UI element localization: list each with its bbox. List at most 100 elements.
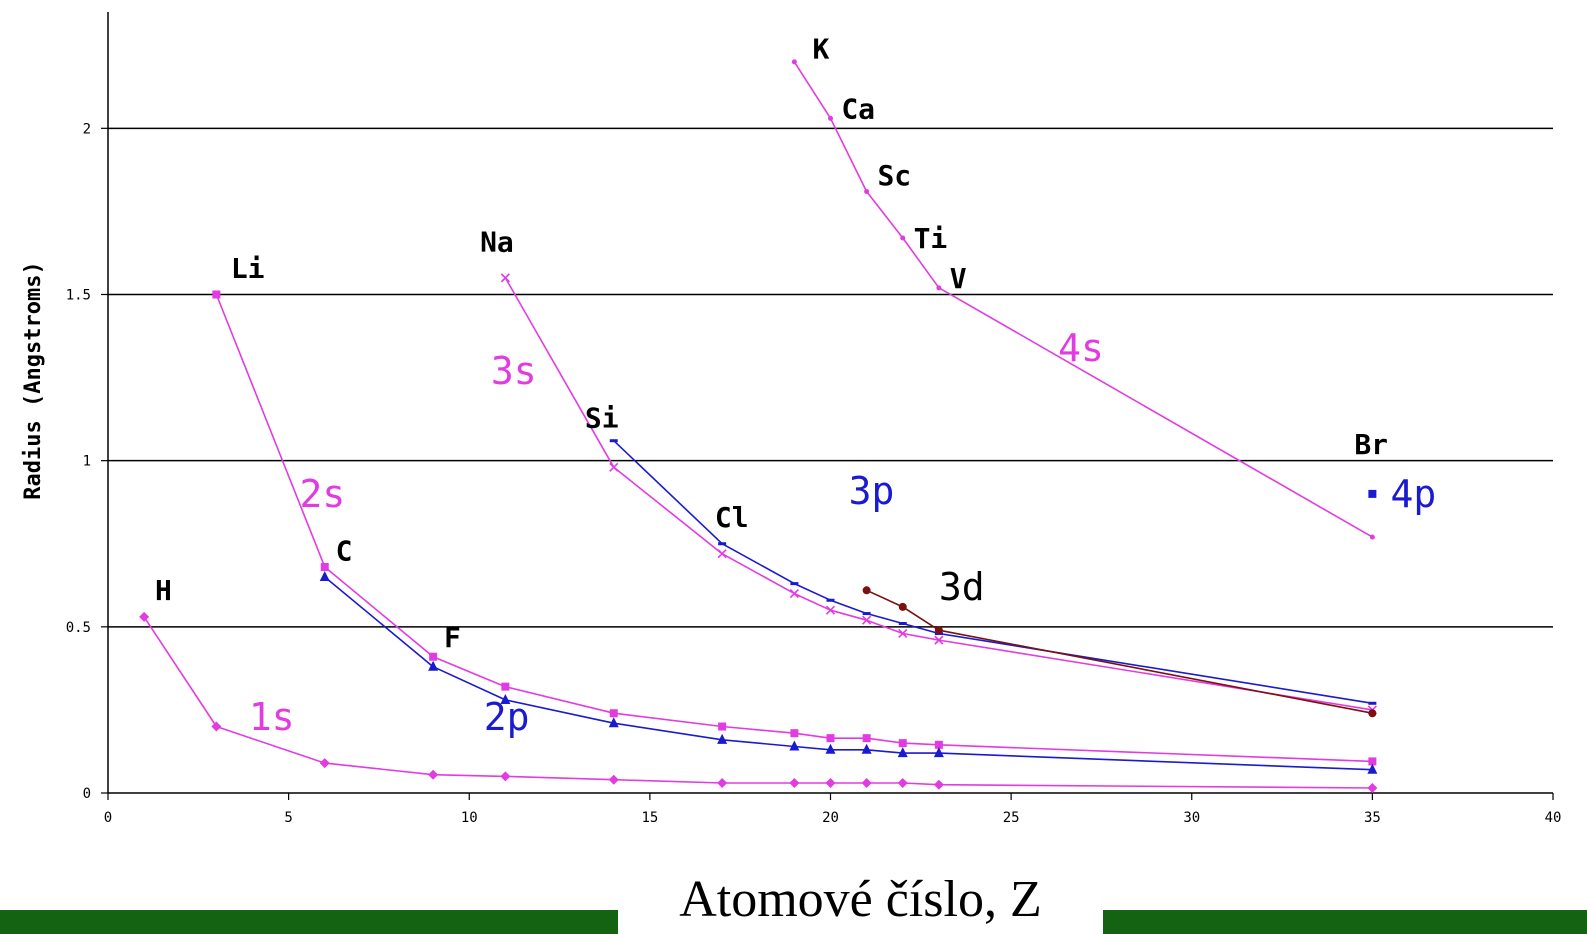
x-tick-label: 15 [641,810,658,826]
element-label: K [812,33,829,66]
data-point [717,733,728,744]
data-point [500,273,510,283]
orbital-label: 3d [939,565,985,609]
data-point [319,758,330,769]
data-point [790,729,799,738]
axes: 0 5 10 15 20 25 30 35 40 0 0.5 1 1.5 2 Radius (Angstro… [21,12,1561,826]
data-point [826,734,835,743]
data-point [936,285,942,291]
y-axis-label: Radius (Angstroms) [21,261,46,499]
data-point [864,188,870,194]
data-point [934,740,943,749]
y-tick-label: 0.5 [66,620,91,636]
series-3s [500,273,1377,715]
series-3p [609,439,1377,705]
series-line [504,277,1373,711]
data-point [500,693,511,704]
data-point [825,778,836,789]
series-line [866,589,1373,714]
orbital-label: 2s [299,472,345,516]
x-tick-label: 0 [104,810,112,826]
data-point [608,774,619,785]
element-label: Sc [877,159,911,192]
data-point [861,743,872,754]
data-point [1367,783,1378,794]
data-point [828,115,833,121]
element-label: Ca [841,92,875,125]
data-point [789,740,800,751]
x-tick-label: 25 [1003,810,1020,826]
series-3d [862,586,1377,718]
gridlines [108,127,1553,628]
data-point [862,586,871,595]
data-point [898,628,908,639]
data-point [319,570,330,581]
data-point [862,615,872,625]
data-point [717,549,727,559]
data-point [825,605,836,615]
data-point [862,734,871,743]
data-point [1369,534,1375,540]
data-point [933,747,944,758]
x-axis-title: Atomové číslo, Z [618,866,1103,934]
data-point [1367,763,1378,774]
series-2p [319,570,1378,774]
series-line [613,440,1373,705]
data-point [861,778,872,789]
data-point [898,602,907,611]
element-label: H [155,574,172,607]
data-point [139,611,150,622]
series-2s [212,290,1377,766]
data-point [429,652,438,661]
data-point [862,612,871,616]
series-line [324,576,1373,771]
data-point [428,660,439,671]
y-tick-label: 1.5 [66,287,91,303]
orbital-label: 2p [484,695,530,739]
element-label: Br [1354,428,1388,461]
data-point [933,779,944,790]
data-point [900,235,906,241]
data-point [1368,757,1377,766]
data-point [1368,489,1377,498]
data-point [826,598,835,602]
element-label: V [950,262,967,295]
x-tick-label: 35 [1364,810,1381,826]
element-label: Si [585,401,619,434]
orbital-label: 3s [491,349,537,393]
element-label: Cl [715,501,749,534]
series-line [793,61,1373,538]
series-line [215,294,1373,763]
x-tick-label: 30 [1183,810,1200,826]
data-point [825,743,836,754]
element-label: Na [480,225,514,258]
data-point [609,709,618,718]
data-point [718,722,727,731]
green-bar-left [0,910,618,934]
data-point [428,769,439,780]
series-4p [1368,489,1377,498]
data-point [609,462,619,472]
data-point [501,682,510,691]
data-point [934,635,944,645]
element-label: Li [231,252,265,285]
data-point [500,771,511,782]
x-tick-label: 10 [461,810,478,826]
data-point [212,290,221,299]
series-4s [791,59,1375,540]
data-point [211,721,222,732]
data-point [608,717,619,728]
green-bar-right [1103,910,1587,934]
x-tick-label: 40 [1545,810,1562,826]
data-point [718,542,727,546]
data-point [898,739,907,748]
x-tick-label: 20 [822,810,839,826]
orbital-label: 3p [849,469,895,513]
series-1s [139,611,1378,794]
data-point [320,563,329,572]
element-label: F [444,621,461,654]
series-group [139,59,1378,794]
data-point [790,582,799,586]
